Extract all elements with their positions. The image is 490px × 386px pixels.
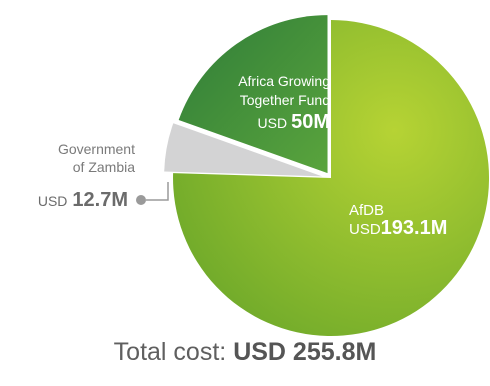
pie-slice-agtf [178,15,328,174]
pie-slice-government-of-zambia [164,123,323,177]
gov-label-line1: Government [58,141,135,157]
total-cost-value: USD 255.8M [233,338,377,366]
afdb-value-label: USD193.1M [349,217,447,239]
afdb-currency: USD [349,221,381,238]
afdb-label: AfDB [349,202,384,219]
gov-label-line2: of Zambia [73,159,135,175]
gov-leader-dot [136,195,146,205]
afdb-amount: 193.1M [381,217,448,239]
agtf-label-line2: Together Fund [240,92,330,108]
agtf-value-label: USD 50M [258,111,330,133]
agtf-amount: 50M [291,111,330,133]
total-cost: Total cost: USD 255.8M [0,338,490,367]
agtf-currency: USD [258,115,288,131]
gov-value-label: USD 12.7M [38,189,128,211]
gov-amount: 12.7M [72,189,128,211]
agtf-label-line1: Africa Growing [238,73,330,89]
gov-currency: USD [38,193,68,209]
total-cost-label: Total cost: [113,338,227,366]
pie-slice-afdb [173,19,490,336]
gov-leader-line [146,182,169,201]
